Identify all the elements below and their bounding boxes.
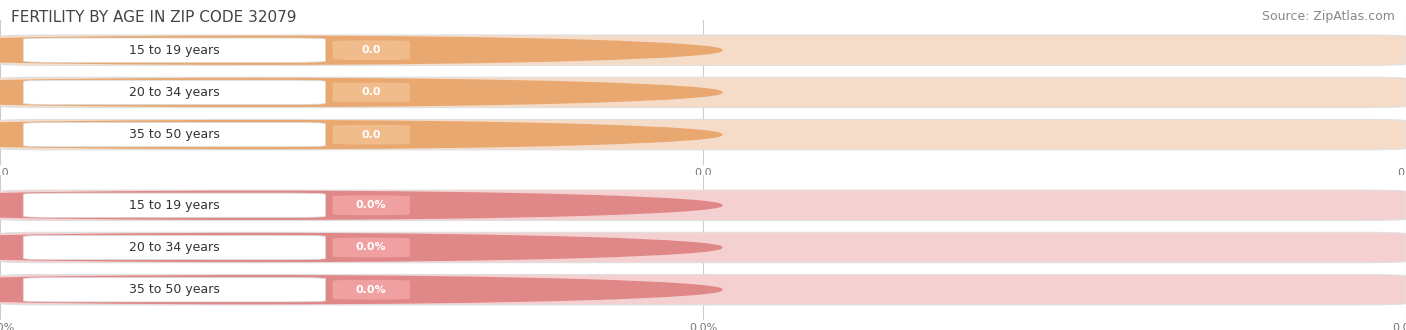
Text: 35 to 50 years: 35 to 50 years [129,128,219,141]
Text: Source: ZipAtlas.com: Source: ZipAtlas.com [1261,10,1395,23]
Circle shape [0,36,721,64]
FancyBboxPatch shape [24,278,326,302]
Text: 0.0: 0.0 [361,87,381,97]
Text: 15 to 19 years: 15 to 19 years [129,199,219,212]
Text: 0.0: 0.0 [361,45,381,55]
FancyBboxPatch shape [333,195,411,215]
FancyBboxPatch shape [333,40,411,60]
Text: 0.0: 0.0 [361,130,381,140]
FancyBboxPatch shape [0,119,1406,150]
Text: 0.0%: 0.0% [356,200,387,210]
Text: 0.0%: 0.0% [356,285,387,295]
FancyBboxPatch shape [24,38,326,62]
FancyBboxPatch shape [0,35,1406,65]
FancyBboxPatch shape [0,275,1406,305]
Text: FERTILITY BY AGE IN ZIP CODE 32079: FERTILITY BY AGE IN ZIP CODE 32079 [11,10,297,25]
FancyBboxPatch shape [333,238,411,257]
FancyBboxPatch shape [333,125,411,145]
Circle shape [0,234,721,261]
FancyBboxPatch shape [24,193,326,217]
Text: 0.0%: 0.0% [356,243,387,252]
Text: 35 to 50 years: 35 to 50 years [129,283,219,296]
Circle shape [0,121,721,148]
FancyBboxPatch shape [24,122,326,147]
Text: 15 to 19 years: 15 to 19 years [129,44,219,57]
FancyBboxPatch shape [0,77,1406,108]
Circle shape [0,191,721,219]
Circle shape [0,276,721,304]
Text: 20 to 34 years: 20 to 34 years [129,86,219,99]
FancyBboxPatch shape [0,190,1406,220]
Text: 20 to 34 years: 20 to 34 years [129,241,219,254]
FancyBboxPatch shape [333,82,411,102]
FancyBboxPatch shape [24,80,326,105]
FancyBboxPatch shape [24,235,326,260]
FancyBboxPatch shape [0,232,1406,263]
Circle shape [0,79,721,106]
FancyBboxPatch shape [333,280,411,300]
